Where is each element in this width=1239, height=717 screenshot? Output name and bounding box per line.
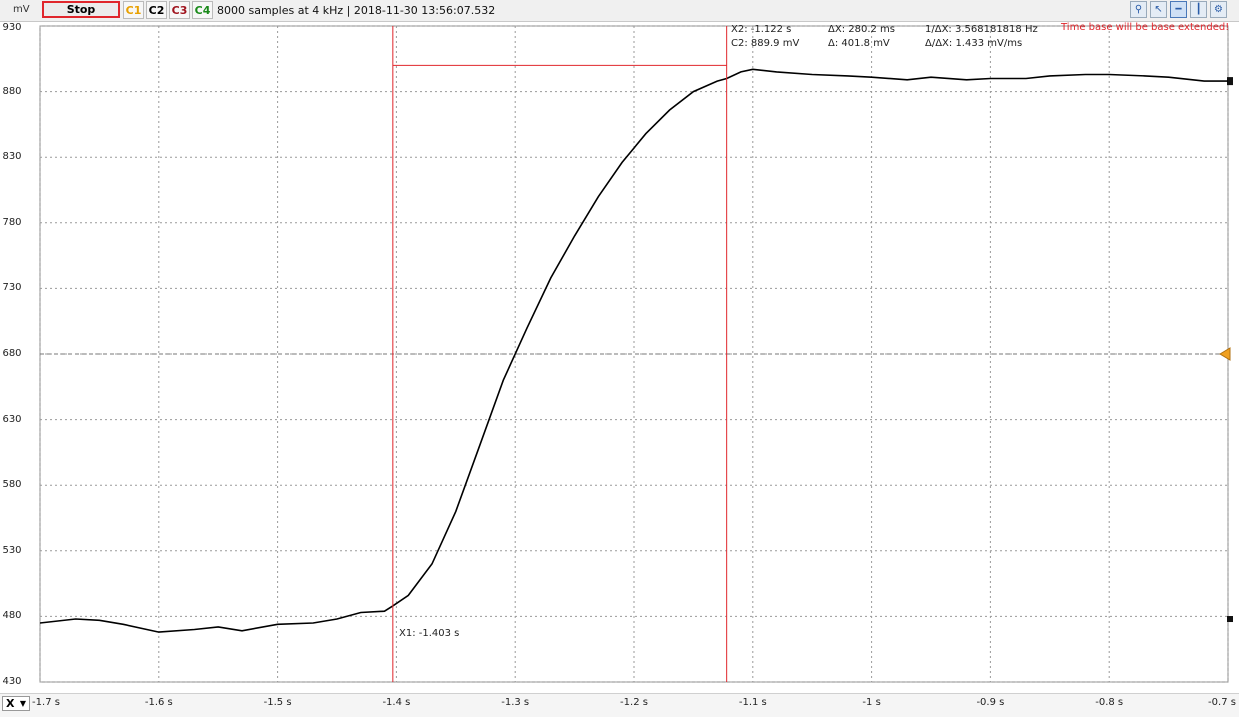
x-axis-selector[interactable]: X ▼	[2, 696, 30, 711]
y-tick-label: 930	[2, 22, 22, 33]
y-tick-label: 680	[2, 348, 22, 359]
y-tick-label: 730	[2, 282, 22, 294]
y-tick-label: 530	[2, 544, 22, 556]
trigger-level-marker	[1219, 347, 1231, 361]
stop-button[interactable]: Stop	[42, 1, 120, 18]
toolbar: mV Stop C1 C2 C3 C4 8000 samples at 4 kH…	[0, 0, 1239, 22]
cursor-horizontal-icon[interactable]: ━	[1170, 1, 1187, 18]
channel-c1-button[interactable]: C1	[123, 1, 144, 19]
x-axis-bar	[0, 693, 1239, 717]
x-tick-label: -1.5 s	[263, 697, 292, 708]
x-tick-label: -1.1 s	[738, 697, 767, 708]
channel-c4-button[interactable]: C4	[192, 1, 213, 19]
zoom-icon[interactable]: ⚲	[1130, 1, 1147, 18]
channel-c3-button[interactable]: C3	[169, 1, 190, 19]
y-unit-label: mV	[13, 4, 30, 15]
x-tick-label: -0.7 s	[1208, 697, 1236, 708]
y-tick-label: 630	[2, 413, 22, 425]
chevron-down-icon: ▼	[19, 699, 26, 708]
y-tick-label: 780	[2, 216, 22, 228]
acquisition-info: 8000 samples at 4 kHz | 2018-11-30 13:56…	[217, 4, 496, 17]
cursor-x2-readout: X2: -1.122 s	[731, 24, 792, 35]
y-tick-label: 430	[2, 676, 22, 687]
settings-icon[interactable]: ⚙	[1210, 1, 1227, 18]
x-tick-label: -1.7 s	[32, 697, 60, 708]
x-tick-label: -1 s	[862, 697, 881, 708]
slope-readout: Δ/ΔX: 1.433 mV/ms	[925, 38, 1023, 49]
y-tick-label: 830	[2, 151, 22, 163]
x-tick-label: -0.8 s	[1095, 697, 1124, 708]
cursor-x1-readout: X1: -1.403 s	[399, 628, 460, 639]
x-tick-label: -1.4 s	[382, 697, 411, 708]
cursor-c2-readout: C2: 889.9 mV	[731, 38, 800, 49]
y-tick-label: 880	[2, 85, 22, 97]
waveform-trace	[39, 68, 1228, 633]
x-tick-label: -1.3 s	[501, 697, 530, 708]
delta-y-readout: Δ: 401.8 mV	[828, 38, 890, 49]
x-tick-label: -0.9 s	[976, 697, 1005, 708]
cursor-vertical-icon[interactable]: ┃	[1190, 1, 1207, 18]
x-tick-label: -1.2 s	[620, 697, 648, 708]
x-axis-selector-label: X	[6, 697, 15, 710]
pointer-icon[interactable]: ↖	[1150, 1, 1167, 18]
trace-end-marker	[1227, 77, 1233, 86]
channel-c2-button[interactable]: C2	[146, 1, 167, 19]
trace-start-marker	[1227, 616, 1233, 623]
x-tick-label: -1.6 s	[144, 697, 173, 708]
y-tick-label: 480	[2, 610, 22, 622]
frequency-readout: 1/ΔX: 3.568181818 Hz	[925, 24, 1038, 35]
timebase-warning: Time base will be base extended!	[1061, 22, 1230, 33]
y-tick-label: 580	[2, 479, 22, 491]
delta-x-readout: ΔX: 280.2 ms	[828, 24, 895, 35]
